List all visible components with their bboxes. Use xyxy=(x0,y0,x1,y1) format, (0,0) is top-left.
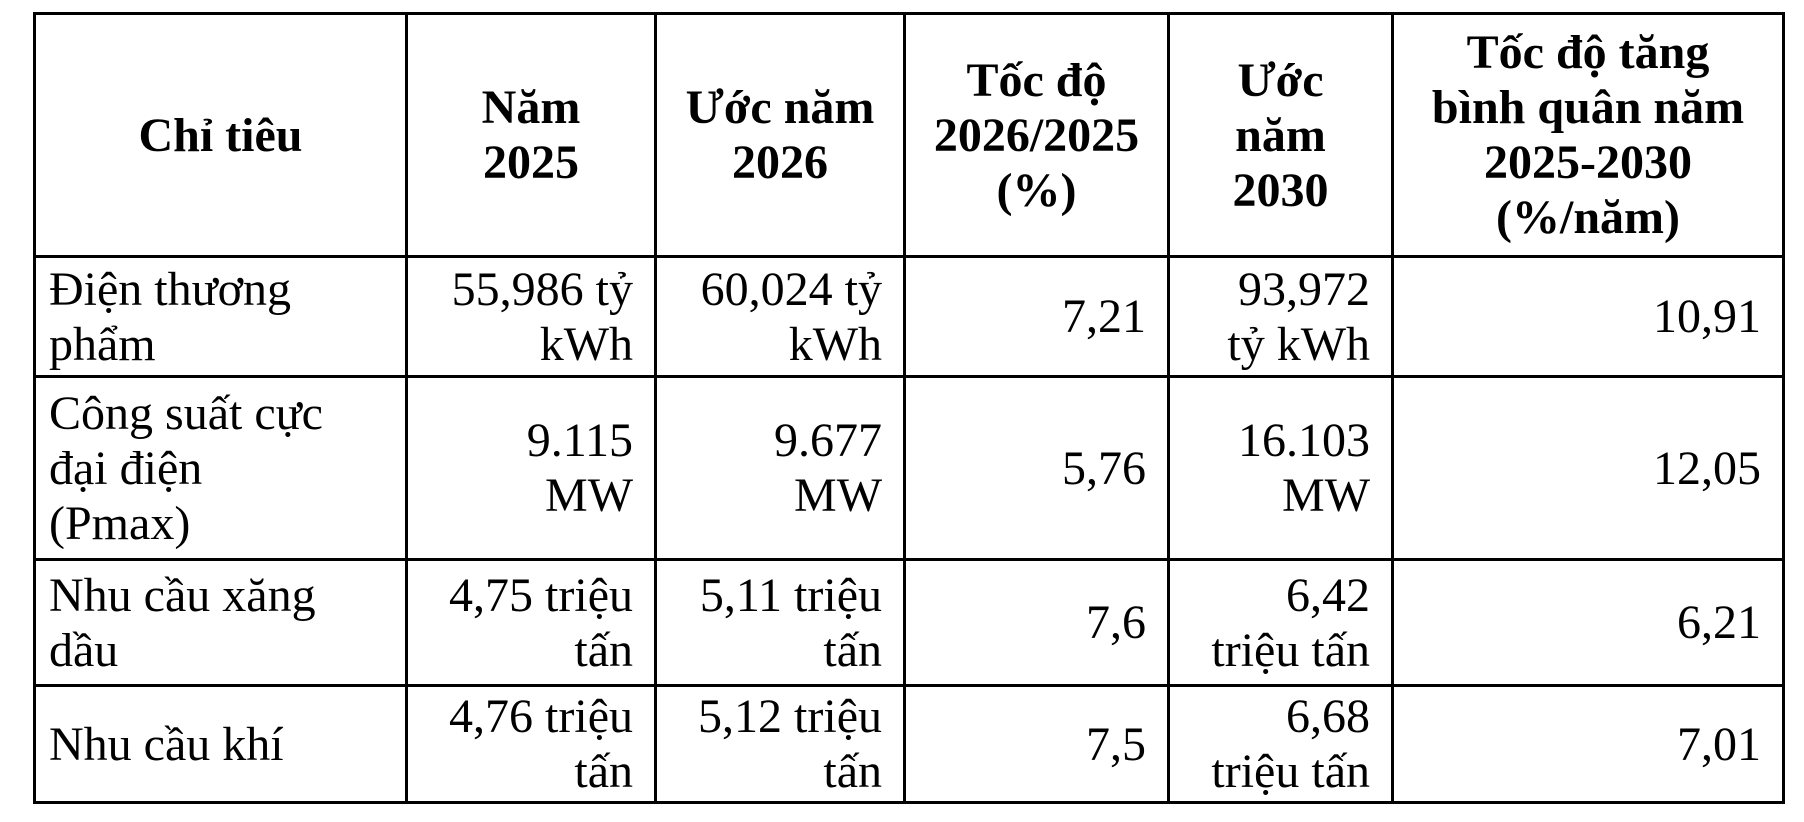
cell-est-2026: 9.677 MW xyxy=(654,375,906,561)
cell-indicator: Nhu cầu khí xyxy=(33,684,408,804)
cell-year-2025: 9.115 MW xyxy=(405,375,657,561)
col-header-indicator: Chỉ tiêu xyxy=(33,12,408,258)
statistics-table: Chỉ tiêu Năm 2025 Ước năm 2026 Tốc độ 20… xyxy=(33,12,1785,804)
col-header-growth-2026-2025: Tốc độ 2026/2025 (%) xyxy=(903,12,1170,258)
cell-avg-growth: 6,21 xyxy=(1391,558,1785,687)
cell-est-2030: 93,972 tỷ kWh xyxy=(1167,255,1394,378)
cell-est-2030: 6,42 triệu tấn xyxy=(1167,558,1394,687)
cell-est-2026: 60,024 tỷ kWh xyxy=(654,255,906,378)
table-row-commercial-electricity: Điện thương phẩm 55,986 tỷ kWh 60,024 tỷ… xyxy=(33,255,1785,378)
cell-est-2026: 5,11 triệu tấn xyxy=(654,558,906,687)
cell-indicator: Nhu cầu xăng dầu xyxy=(33,558,408,687)
col-header-year-2025: Năm 2025 xyxy=(405,12,657,258)
table-row-gas-demand: Nhu cầu khí 4,76 triệu tấn 5,12 triệu tấ… xyxy=(33,684,1785,804)
cell-year-2025: 4,76 triệu tấn xyxy=(405,684,657,804)
cell-year-2025: 55,986 tỷ kWh xyxy=(405,255,657,378)
cell-est-2030: 6,68 triệu tấn xyxy=(1167,684,1394,804)
cell-growth-2026-2025: 7,21 xyxy=(903,255,1170,378)
cell-growth-2026-2025: 7,5 xyxy=(903,684,1170,804)
cell-indicator: Điện thương phẩm xyxy=(33,255,408,378)
col-header-avg-growth-2025-2030: Tốc độ tăng bình quân năm 2025-2030 (%/n… xyxy=(1391,12,1785,258)
cell-indicator: Công suất cực đại điện (Pmax) xyxy=(33,375,408,561)
cell-avg-growth: 10,91 xyxy=(1391,255,1785,378)
col-header-est-year-2030: Ước năm 2030 xyxy=(1167,12,1394,258)
cell-growth-2026-2025: 5,76 xyxy=(903,375,1170,561)
cell-year-2025: 4,75 triệu tấn xyxy=(405,558,657,687)
table-row-max-power: Công suất cực đại điện (Pmax) 9.115 MW 9… xyxy=(33,375,1785,561)
cell-growth-2026-2025: 7,6 xyxy=(903,558,1170,687)
cell-avg-growth: 7,01 xyxy=(1391,684,1785,804)
header-row: Chỉ tiêu Năm 2025 Ước năm 2026 Tốc độ 20… xyxy=(33,12,1785,258)
col-header-est-year-2026: Ước năm 2026 xyxy=(654,12,906,258)
cell-est-2026: 5,12 triệu tấn xyxy=(654,684,906,804)
cell-avg-growth: 12,05 xyxy=(1391,375,1785,561)
table-row-petroleum-demand: Nhu cầu xăng dầu 4,75 triệu tấn 5,11 tri… xyxy=(33,558,1785,687)
cell-est-2030: 16.103 MW xyxy=(1167,375,1394,561)
